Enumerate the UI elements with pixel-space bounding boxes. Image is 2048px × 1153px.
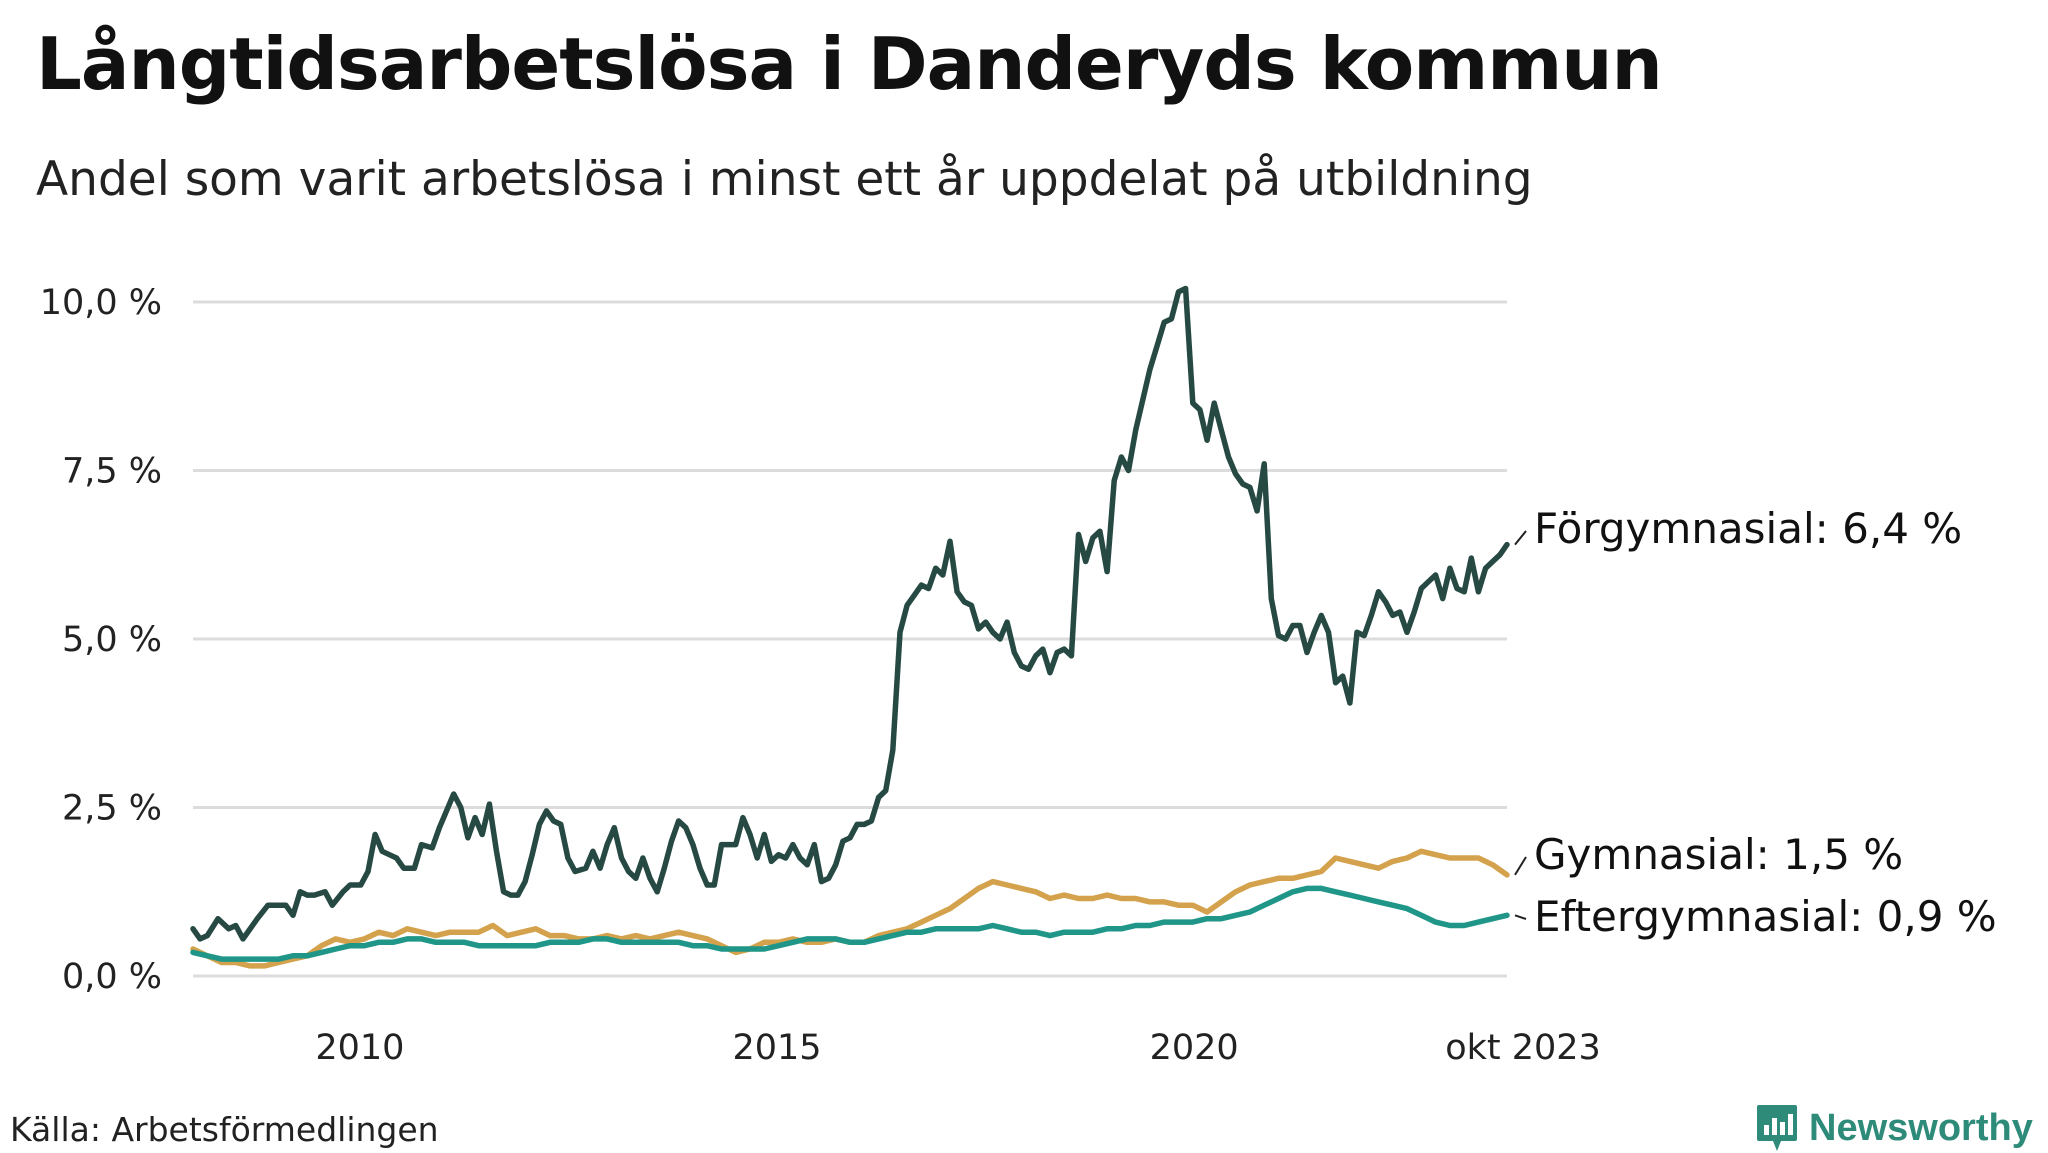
chart-title: Långtidsarbetslösa i Danderyds kommun [36, 22, 1663, 106]
leader-line-eftergymnasial [1514, 914, 1527, 920]
x-tick-label: 2020 [1150, 1028, 1239, 1068]
brand-name: Newsworthy [1809, 1106, 2033, 1149]
series-line-förgymnasial [190, 285, 1510, 942]
y-tick-label: 2,5 % [62, 789, 162, 829]
x-tick-label: okt 2023 [1445, 1028, 1601, 1068]
series-line-gymnasial [190, 848, 1510, 969]
y-tick-label: 10,0 % [40, 283, 162, 323]
y-tick-label: 5,0 % [62, 620, 162, 660]
x-axis-ticks: 2010 2015 2020 okt 2023 [315, 1028, 1600, 1068]
brand-logo[interactable]: Newsworthy [1755, 1103, 2033, 1153]
leader-line-förgymnasial [1514, 530, 1527, 546]
x-tick-label: 2010 [315, 1028, 404, 1068]
newsworthy-logo-icon [1757, 1105, 1797, 1151]
series-line-eftergymnasial [190, 885, 1510, 962]
end-label-förgymnasial: Förgymnasial: 6,4 % [1534, 504, 1962, 553]
source-note: Källa: Arbetsförmedlingen [10, 1110, 439, 1149]
end-label-gymnasial: Gymnasial: 1,5 % [1534, 830, 1903, 879]
leader-line-gymnasial [1514, 856, 1527, 876]
x-tick-label: 2015 [732, 1028, 821, 1068]
y-tick-label: 7,5 % [62, 452, 162, 492]
series-end-labels: Förgymnasial: 6,4 % Gymnasial: 1,5 % Efter… [1514, 504, 1997, 941]
y-tick-label: 0,0 % [62, 957, 162, 997]
y-axis-ticks: 0,0 % 2,5 % 5,0 % 7,5 % 10,0 % [40, 283, 162, 997]
chart-subtitle: Andel som varit arbetslösa i minst ett å… [36, 152, 1533, 207]
end-label-eftergymnasial: Eftergymnasial: 0,9 % [1534, 892, 1997, 941]
series-lines [190, 285, 1510, 969]
